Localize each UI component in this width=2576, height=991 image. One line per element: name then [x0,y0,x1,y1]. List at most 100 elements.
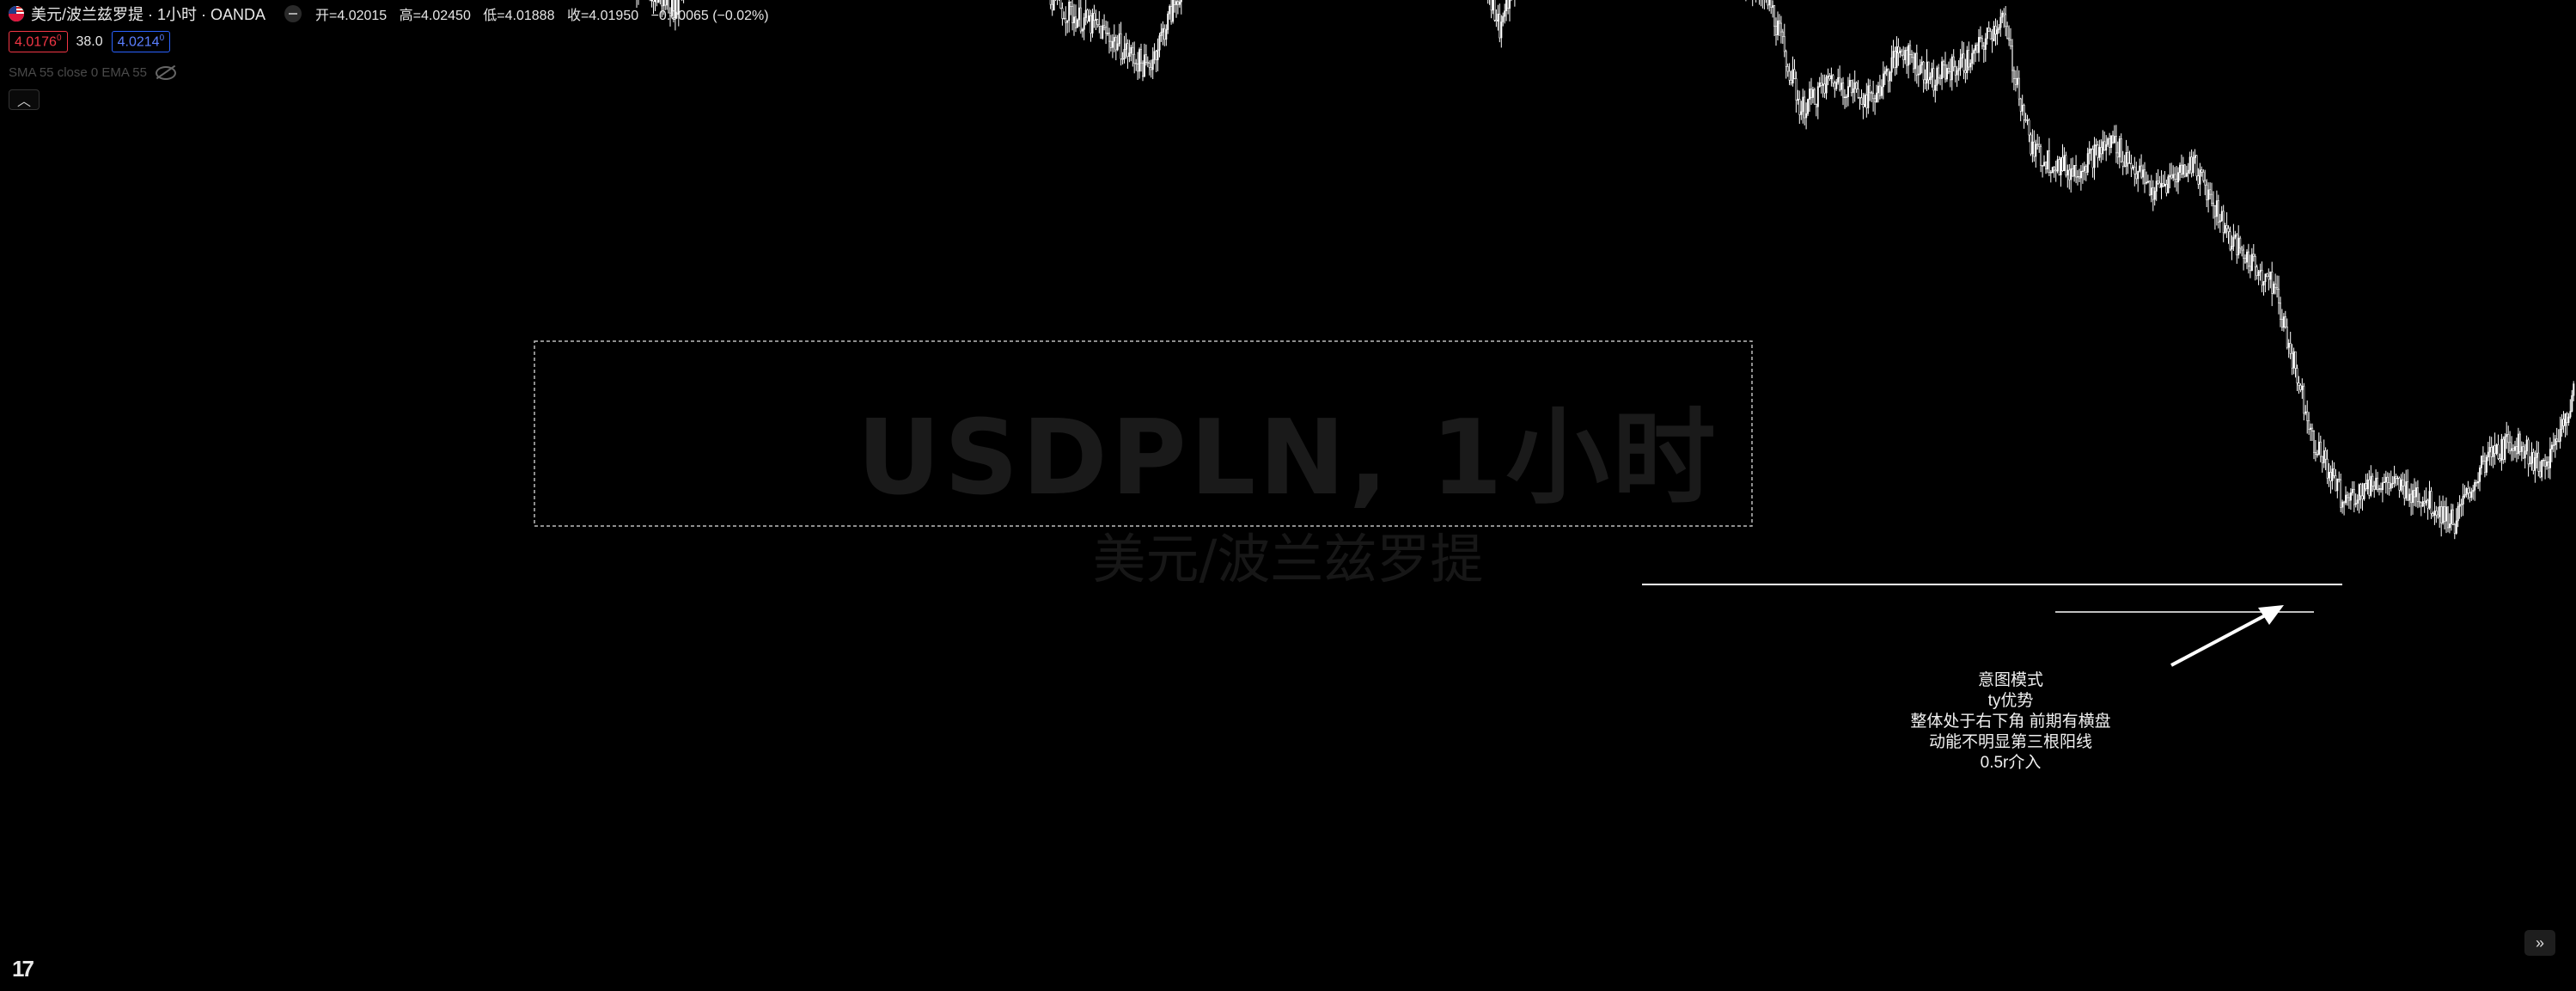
candle-body [2512,448,2515,451]
candle-body [2167,176,2170,193]
candle-body [1989,31,1992,40]
candle-body [1490,0,1492,11]
candle-body [1812,89,1815,98]
candle-body [2571,395,2573,412]
candle-body [2026,119,2029,121]
candle-body [1493,0,1496,21]
candle-body [1174,0,1176,5]
candle-body [1123,48,1126,60]
candle-body [1941,61,1944,79]
candle-body [1880,86,1883,96]
arrow-shaft[interactable] [2170,612,2269,667]
candle-body [1966,50,1969,74]
range-rectangle[interactable] [534,340,1753,527]
candle-body [1860,97,1863,105]
candle-body [1121,58,1124,60]
candle-body [1077,7,1080,21]
candle-body [1899,50,1901,53]
candle-body [1505,0,1508,11]
candle-body [2153,191,2156,200]
candle-body [2152,187,2154,200]
candle-body [2188,156,2191,171]
candle-body [1934,84,1937,91]
candle-body [2103,141,2106,151]
candle-body [2384,476,2387,483]
candle-body [2550,444,2553,450]
candle-body [2127,152,2129,164]
candle-body [1116,43,1119,51]
candle-body [1874,98,1877,102]
candle-body [1867,85,1870,108]
candle-body [1862,104,1865,107]
candle-body [1847,86,1849,97]
candle-body [2003,12,2005,15]
scroll-to-realtime-button[interactable]: » [2524,930,2555,956]
annotation-line: 0.5r介入 [1980,754,2042,772]
candle-body [2281,319,2284,328]
candle-body [1053,0,1055,11]
candle-body [2006,26,2009,39]
market-status-icon[interactable] [284,5,302,22]
candle-body [1939,76,1942,79]
candle-body [1902,54,1905,60]
hidden-eye-icon[interactable] [155,65,176,80]
candle-body [2537,452,2540,472]
candle-body [1889,71,1891,82]
candle-body [2449,523,2451,529]
candle-body [2458,504,2461,507]
indicator-label[interactable]: SMA 55 close 0 EMA 55 [9,65,147,80]
candle-body [1973,50,1975,54]
candle-body [2455,520,2457,534]
candle-body [2021,105,2024,112]
candle-body [2525,439,2528,452]
candle-body [1859,97,1861,99]
candle-body [1906,50,1908,66]
tradingview-logo[interactable]: 17 [12,956,34,982]
candle-body [2520,446,2523,452]
candle-body [1834,83,1836,89]
candle-body [2516,446,2518,455]
collapse-legend-button[interactable]: ︿ [9,89,40,110]
candle-body [1911,54,1914,58]
candle-body [2482,456,2485,462]
candle-body [2391,482,2394,485]
indicator-legend[interactable]: SMA 55 close 0 EMA 55 [9,65,176,80]
candle-body [2522,446,2524,459]
candle-body [1865,95,1868,108]
candle-body [1999,16,2002,28]
candle-body [1800,111,1803,115]
candle-body [1805,113,1808,119]
sell-button[interactable]: 4.01760 [9,31,68,53]
candle-body [1090,15,1092,34]
annotation-note[interactable]: 意图模式 ty优势 整体处于右下角 前期有横盘 动能不明显第三根阳线 0.5r介… [1856,670,2165,774]
candle-body [2241,248,2243,251]
candle-body [2335,475,2337,492]
candle-body [2415,487,2418,498]
candle-body [1987,27,1990,32]
symbol-title[interactable]: 美元/波兰兹罗提 · 1小时 · OANDA [31,6,266,23]
candle-body [2231,246,2233,250]
candle-body [1138,49,1141,72]
candle-body [2324,450,2327,460]
candle-body [1871,92,1873,94]
candle-body [2031,141,2034,155]
candle-body [2439,505,2441,517]
candle-body [2418,501,2420,504]
candle-body [2250,254,2253,272]
candle-body [2083,166,2085,172]
candle-body [2252,254,2255,257]
candle-body [2077,176,2079,178]
candle-body [2298,382,2300,386]
candle-body [650,0,653,2]
candle-body [2485,456,2487,473]
candle-body [2105,144,2108,151]
buy-button[interactable]: 4.02140 [111,31,171,53]
candle-body [1781,31,1784,37]
candle-body [1914,52,1916,70]
candle-body [1837,76,1840,83]
candle-body [2423,501,2426,504]
candle-body [2351,488,2353,493]
candle-body [1133,53,1136,64]
